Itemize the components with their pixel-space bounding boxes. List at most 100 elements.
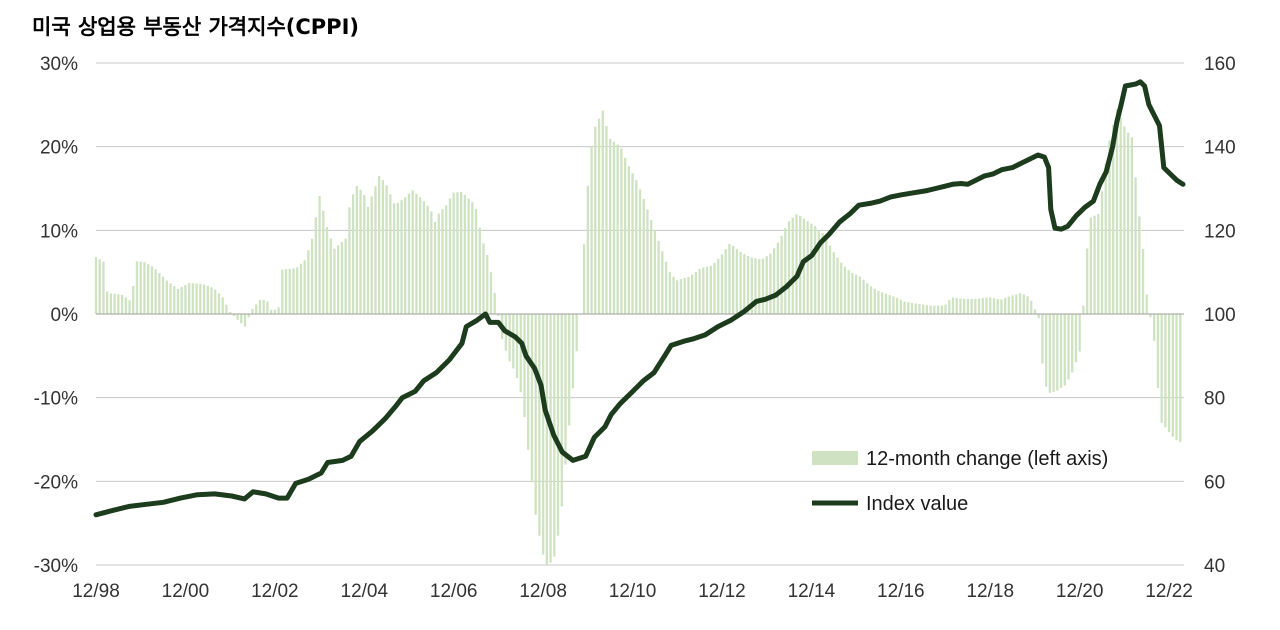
bar [441, 208, 444, 314]
bar [508, 314, 511, 362]
left-tick-label: 0% [51, 305, 79, 326]
bar [314, 217, 317, 314]
x-tick-label: 12/98 [72, 581, 120, 602]
bar [426, 205, 429, 314]
bar [772, 248, 776, 314]
bar [1164, 314, 1167, 428]
bar [474, 208, 478, 314]
bar [94, 257, 98, 314]
bar [720, 254, 724, 314]
bar [322, 210, 325, 314]
bar [1093, 215, 1096, 314]
bar [180, 286, 183, 314]
bar [754, 258, 757, 314]
bar [825, 238, 828, 314]
bar [996, 299, 999, 314]
bar [1052, 314, 1055, 392]
chart-title: 미국 상업용 부동산 가격지수(CPPI) [32, 15, 359, 39]
bar [1119, 117, 1122, 315]
bar [840, 262, 843, 314]
bar [411, 190, 414, 314]
x-tick-label: 12/10 [609, 581, 657, 602]
bar [787, 221, 791, 314]
bar [541, 314, 545, 555]
bar [646, 209, 649, 314]
bar [1126, 132, 1130, 314]
bar [325, 227, 329, 314]
bar [881, 292, 884, 314]
bar [150, 266, 154, 314]
bar [985, 297, 988, 314]
bar [247, 314, 250, 318]
bar [1082, 305, 1085, 314]
x-tick-label: 12/12 [698, 581, 746, 602]
x-tick-label: 12/20 [1056, 581, 1104, 602]
bar [922, 304, 925, 314]
bar [970, 298, 973, 314]
bar [288, 268, 291, 314]
bar [329, 238, 332, 314]
bar [858, 276, 861, 314]
bar [1041, 314, 1044, 364]
bar [679, 279, 683, 314]
bar [228, 312, 232, 314]
line-series-index-value [93, 79, 1186, 518]
bar [240, 314, 243, 324]
x-tick-label: 12/06 [430, 581, 478, 602]
bar [147, 264, 150, 314]
bar [1067, 314, 1070, 380]
bar [523, 314, 526, 418]
bar [184, 284, 187, 314]
bar [359, 189, 362, 314]
bar [568, 314, 571, 426]
bar [269, 309, 273, 314]
x-tick-label: 12/04 [341, 581, 389, 602]
bar [571, 314, 575, 389]
bar [363, 195, 366, 314]
bar [1059, 314, 1063, 389]
bar [556, 314, 560, 536]
bar [895, 297, 899, 314]
bar [482, 243, 485, 314]
bar [676, 280, 679, 314]
x-tick-label: 12/18 [966, 581, 1014, 602]
right-tick-label: 140 [1204, 138, 1236, 159]
bar [1175, 314, 1178, 441]
bar [214, 289, 217, 314]
bar [758, 259, 761, 314]
bar [877, 290, 880, 314]
bar [780, 235, 783, 314]
bar [284, 269, 288, 314]
bar [687, 276, 690, 314]
bar [903, 301, 906, 314]
bar [538, 314, 541, 536]
bar [899, 299, 902, 314]
bar [422, 201, 426, 314]
bar [828, 245, 832, 314]
bar [918, 304, 921, 314]
bar [258, 299, 262, 314]
bar [1015, 294, 1018, 314]
x-tick-label: 12/22 [1145, 581, 1193, 602]
bar [303, 260, 306, 314]
bar [534, 314, 537, 515]
bar [1115, 109, 1119, 315]
legend-bar-swatch [812, 451, 858, 465]
bar [445, 205, 448, 314]
bar [713, 262, 716, 314]
bar [1056, 314, 1059, 391]
bar [392, 203, 396, 314]
bar [1089, 217, 1093, 314]
right-tick-label: 160 [1204, 54, 1236, 75]
bar [154, 269, 157, 314]
bar [188, 283, 191, 314]
bar [735, 249, 739, 314]
bar [746, 255, 750, 314]
bar [1004, 298, 1007, 314]
right-tick-label: 80 [1204, 389, 1225, 410]
bar [493, 293, 496, 314]
bar [158, 273, 161, 314]
bar [117, 294, 120, 314]
bar [1153, 314, 1156, 341]
bar [586, 185, 589, 314]
